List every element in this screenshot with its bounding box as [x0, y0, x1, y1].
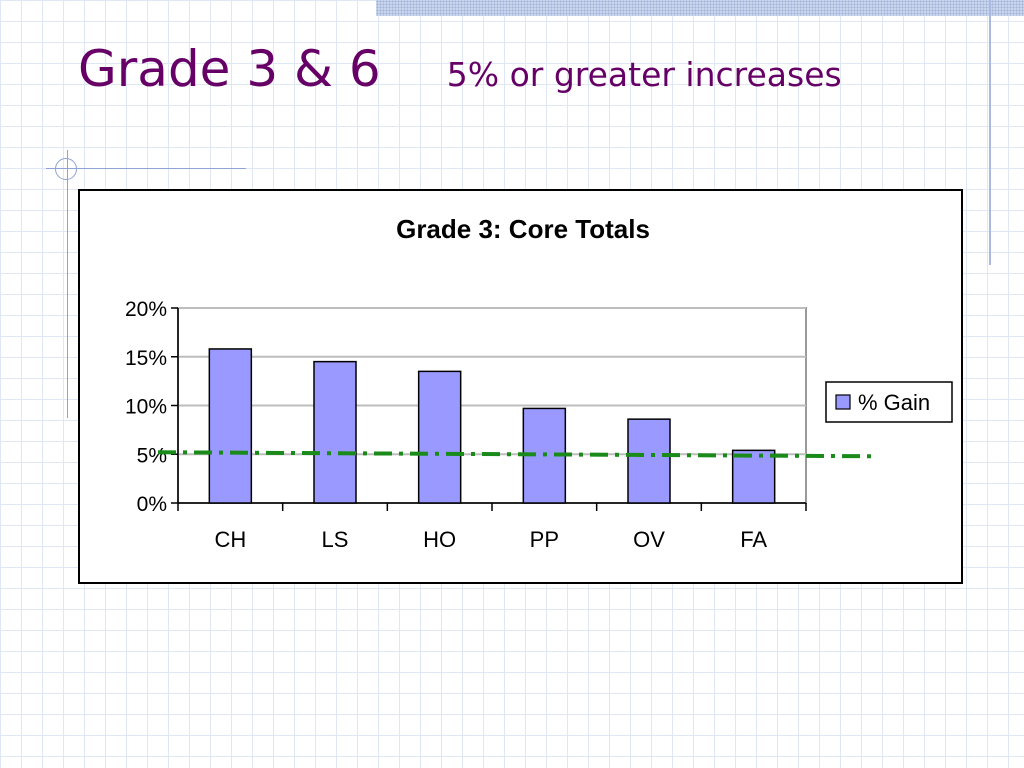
decorative-horizontal-line: [46, 168, 246, 169]
y-tick-label: 0%: [137, 493, 167, 516]
slide-title: Grade 3 & 6 5% or greater increases: [78, 40, 842, 98]
y-tick-label: 20%: [125, 298, 167, 321]
bar-fa: [731, 449, 776, 504]
bar-chart: Grade 3: Core Totals 0% 5% 10% 15% 20% CH LS HO…: [125, 214, 953, 552]
decorative-left-line: [67, 150, 68, 418]
slide-subtitle: 5% or greater increases: [446, 55, 842, 94]
bar-ov: [627, 418, 671, 504]
chart-container: Grade 3: Core Totals 0% 5% 10% 15% 20% CH LS HO…: [78, 189, 963, 584]
x-tick-label: LS: [322, 527, 349, 552]
legend-label: % Gain: [858, 390, 930, 415]
reference-line: [157, 450, 876, 459]
top-decorative-band: [376, 0, 1024, 16]
y-tick-label: 5%: [137, 444, 167, 467]
y-tick-label: 15%: [125, 347, 167, 370]
x-tick-label: FA: [740, 527, 767, 552]
bar-ls: [313, 360, 357, 504]
y-tick-label: 10%: [125, 396, 167, 419]
x-tick-label: PP: [530, 527, 559, 552]
x-tick-label: OV: [633, 527, 665, 552]
chart-title: Grade 3: Core Totals: [396, 214, 650, 244]
decorative-vertical-line: [989, 0, 991, 265]
decorative-circle: [55, 158, 77, 180]
x-tick-label: CH: [214, 527, 246, 552]
legend-swatch: [835, 394, 851, 410]
bar-ch: [208, 348, 253, 504]
x-tick-label: HO: [423, 527, 456, 552]
bar-ho: [417, 370, 462, 504]
slide-title-main: Grade 3 & 6: [78, 40, 381, 98]
